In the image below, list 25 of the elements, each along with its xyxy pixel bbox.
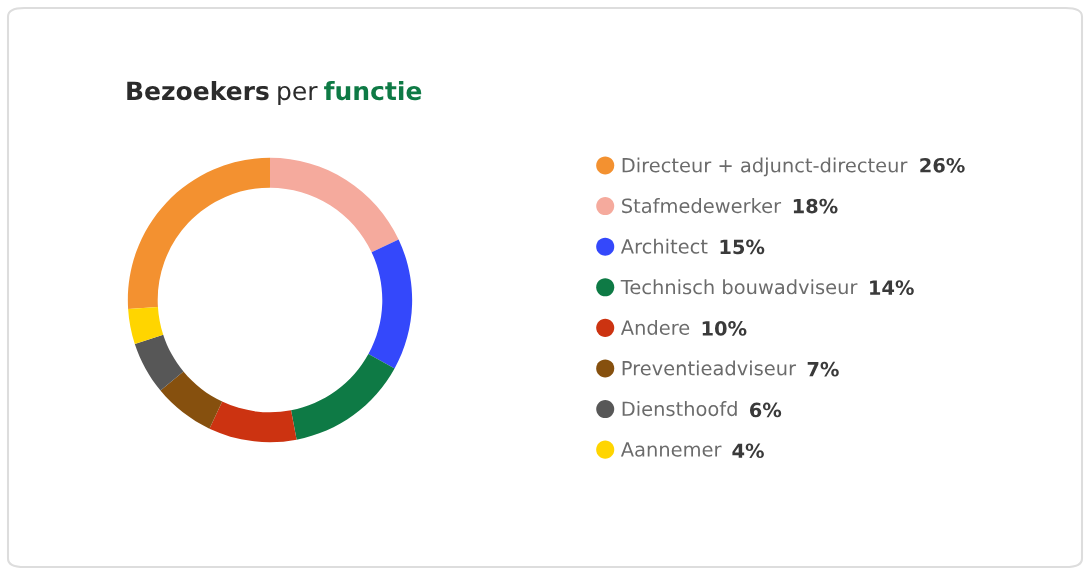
data-label: 6%: [749, 402, 782, 418]
donut-slice: [128, 307, 164, 344]
legend-label: Architect: [620, 238, 708, 254]
donut-slice: [160, 371, 223, 429]
donut-slice: [127, 157, 270, 309]
legend-label: Diensthoofd: [622, 401, 737, 417]
legend-label: Technisch bouwadviseur: [620, 279, 858, 295]
donut-slice: [368, 239, 413, 369]
data-label: 15%: [720, 239, 765, 255]
legend-label: Preventieadviseur: [622, 360, 797, 376]
legend-label: Aannemer: [620, 442, 722, 457]
data-label: 7%: [807, 361, 839, 377]
chart-title: Bezoekers per functie: [127, 80, 422, 106]
data-label: 26%: [920, 157, 965, 173]
legend-label: Andere: [620, 319, 690, 335]
donut-slice: [134, 334, 184, 391]
legend-label: Directeur + adjunct-directeur: [622, 157, 908, 177]
legend-label: Stafmedewerker: [622, 198, 782, 214]
data-label: 18%: [793, 198, 838, 214]
data-label: 14%: [870, 280, 914, 295]
donut-slice: [270, 157, 399, 253]
donut-slice: [291, 354, 395, 440]
donut-slice: [209, 401, 297, 443]
data-label: 4%: [732, 443, 764, 459]
data-label: 10%: [702, 321, 747, 336]
